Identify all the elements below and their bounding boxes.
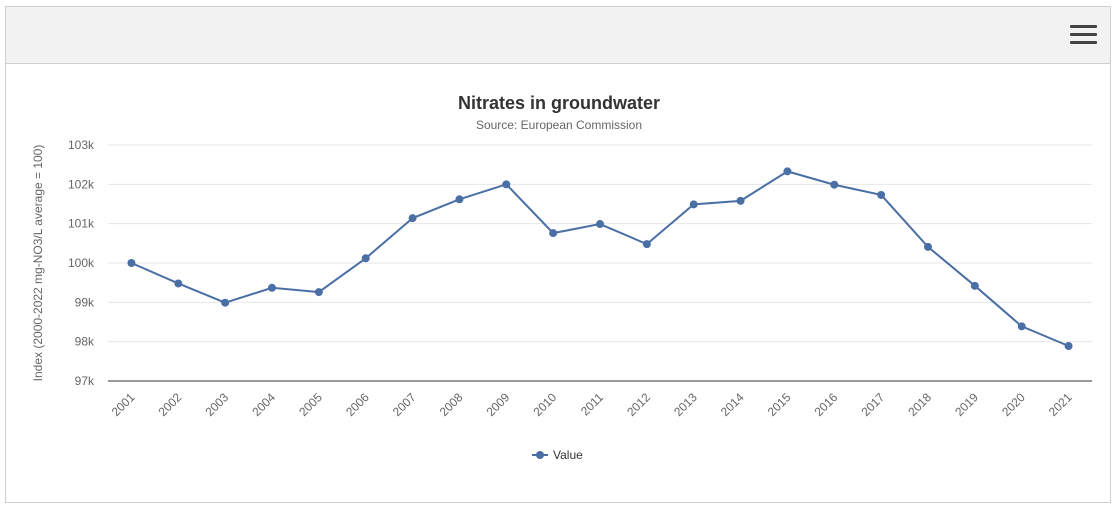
- x-tick-label: 2013: [671, 390, 700, 419]
- y-axis-label: Index (2000-2022 mg-NO3/L average = 100): [31, 145, 45, 382]
- data-point[interactable]: [549, 229, 558, 238]
- data-point[interactable]: [830, 180, 839, 189]
- chart-title: Nitrates in groundwater: [458, 93, 660, 113]
- data-point[interactable]: [502, 180, 511, 189]
- data-point[interactable]: [361, 254, 370, 263]
- chart-container: [5, 6, 1111, 503]
- x-tick-label: 2009: [484, 390, 513, 419]
- data-point[interactable]: [783, 167, 792, 176]
- x-tick-label: 2021: [1046, 390, 1075, 419]
- chart-toolbar: [6, 7, 1110, 64]
- x-tick-label: 2001: [109, 390, 138, 419]
- x-tick-label: 2011: [578, 390, 606, 418]
- y-tick-label: 99k: [75, 295, 95, 309]
- legend[interactable]: Value: [532, 448, 583, 462]
- data-point[interactable]: [268, 283, 276, 292]
- data-point[interactable]: [455, 195, 464, 204]
- x-tick-label: 2002: [156, 390, 185, 419]
- y-axis-ticks: 97k 98k 99k 100k 101k 102k 103k: [68, 138, 95, 388]
- x-tick-label: 2018: [905, 390, 934, 419]
- data-point[interactable]: [408, 214, 417, 223]
- grid-lines: [108, 144, 1092, 382]
- x-tick-label: 2020: [999, 390, 1028, 419]
- legend-marker: [536, 451, 544, 459]
- x-tick-label: 2010: [530, 390, 559, 419]
- chart-subtitle: Source: European Commission: [476, 118, 642, 132]
- x-tick-label: 2019: [952, 390, 981, 419]
- data-point[interactable]: [174, 279, 183, 288]
- legend-item-value[interactable]: Value: [553, 448, 583, 462]
- x-tick-label: 2004: [249, 390, 278, 419]
- hamburger-menu-icon[interactable]: [1070, 22, 1098, 48]
- y-tick-label: 100k: [68, 256, 95, 270]
- y-tick-label: 101k: [68, 217, 95, 231]
- series-value: [127, 167, 1073, 350]
- x-axis-ticks: 2001 2002 2003 2004 2005 2006 2007 2008 2009 2010…: [109, 390, 1075, 419]
- y-tick-label: 98k: [75, 335, 95, 349]
- x-tick-label: 2015: [765, 390, 794, 419]
- x-tick-label: 2017: [858, 390, 887, 419]
- data-point[interactable]: [877, 190, 886, 199]
- x-tick-label: 2014: [718, 390, 747, 419]
- data-point[interactable]: [1017, 322, 1026, 331]
- data-point[interactable]: [127, 259, 136, 267]
- data-point[interactable]: [1064, 341, 1073, 350]
- data-point[interactable]: [596, 220, 604, 229]
- y-tick-label: 103k: [68, 138, 95, 152]
- data-point[interactable]: [924, 242, 932, 251]
- x-tick-label: 2006: [343, 390, 372, 419]
- x-tick-label: 2016: [812, 390, 841, 419]
- data-point[interactable]: [314, 288, 323, 297]
- data-point[interactable]: [689, 200, 698, 209]
- series-line: [131, 170, 1069, 347]
- data-point[interactable]: [736, 196, 745, 205]
- data-point[interactable]: [221, 298, 230, 307]
- x-tick-label: 2003: [202, 390, 231, 419]
- x-tick-label: 2008: [437, 390, 466, 419]
- y-tick-label: 97k: [75, 374, 95, 388]
- x-tick-label: 2005: [296, 390, 325, 419]
- x-tick-label: 2012: [624, 390, 653, 419]
- data-point[interactable]: [970, 281, 979, 290]
- data-point[interactable]: [642, 240, 651, 249]
- x-tick-label: 2007: [390, 390, 419, 419]
- y-tick-label: 102k: [68, 177, 95, 191]
